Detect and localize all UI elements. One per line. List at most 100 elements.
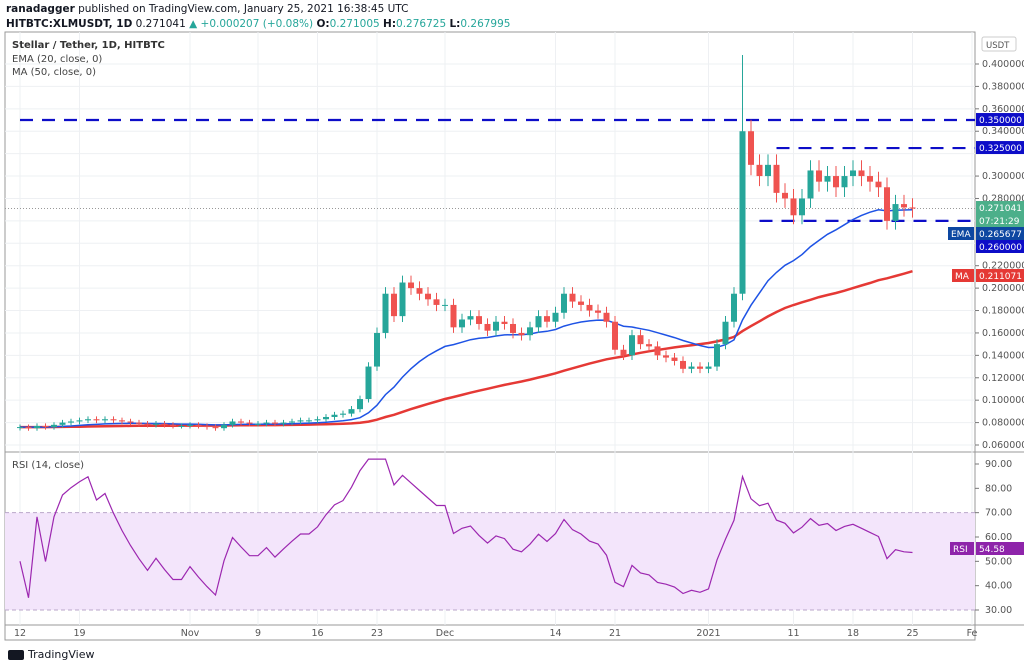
- candle-body: [850, 170, 856, 177]
- candle-body: [765, 164, 771, 177]
- price-tick-label: 0.060000: [982, 440, 1024, 451]
- price-tick-label: 0.340000: [982, 126, 1024, 137]
- candle-body: [59, 422, 66, 425]
- candle-body: [246, 422, 253, 424]
- rsi-tag: RSI: [953, 545, 968, 555]
- candle-body: [195, 424, 202, 426]
- price-tick-label: 0.380000: [982, 81, 1024, 92]
- candle-body: [382, 293, 389, 333]
- candle-body: [42, 425, 49, 428]
- price-tick-label: 0.120000: [982, 373, 1024, 384]
- candle-body: [739, 131, 746, 294]
- candle-body: [714, 344, 720, 367]
- candle-body: [433, 299, 440, 305]
- level-label-026-bg: [976, 240, 1024, 253]
- price-tick-label: 0.360000: [982, 104, 1024, 115]
- candle-body: [705, 366, 712, 369]
- price-tick-label: 0.160000: [982, 328, 1024, 339]
- candle-body: [569, 293, 576, 302]
- last-price-label-bg: [976, 201, 1024, 214]
- candle-body: [484, 323, 491, 331]
- x-tick-label: 19: [73, 628, 85, 639]
- candle-body: [688, 366, 695, 369]
- candle-body: [909, 207, 916, 209]
- x-tick-label: 12: [14, 628, 26, 639]
- level-label-035: 0.350000: [979, 116, 1022, 126]
- tradingview-icon: [8, 649, 24, 660]
- candle-body: [654, 346, 661, 356]
- candle-body: [136, 422, 142, 424]
- candle-body: [841, 176, 848, 188]
- candle-body: [731, 293, 737, 322]
- tradingview-logo[interactable]: TradingView: [8, 648, 94, 661]
- candle-body: [127, 421, 134, 423]
- price-tick-label: 0.400000: [982, 59, 1024, 70]
- candle-body: [527, 327, 533, 336]
- x-tick-label: 16: [311, 628, 323, 639]
- candle-body: [391, 293, 397, 317]
- candle-body: [595, 310, 601, 313]
- candle-body: [518, 332, 525, 336]
- countdown-label: 07:21:29: [979, 217, 1020, 227]
- rsi-tick-label: 40.00: [985, 581, 1012, 592]
- rsi-value-label: 54.58: [979, 545, 1005, 555]
- candle-body: [807, 170, 814, 199]
- candle-body: [178, 425, 185, 427]
- ma-value-label-bg: [976, 269, 1024, 282]
- last-price-label: 0.271041: [979, 204, 1022, 214]
- rsi-legend: RSI (14, close): [12, 460, 85, 471]
- x-tick-label: 14: [549, 628, 561, 639]
- candle-body: [212, 427, 219, 429]
- ma-legend: MA (50, close, 0): [12, 67, 97, 78]
- candle-body: [76, 420, 83, 422]
- rsi-tick-label: 70.00: [985, 508, 1012, 519]
- author[interactable]: ranadagger: [6, 3, 75, 15]
- candle-body: [170, 424, 176, 426]
- ema-value-label: 0.265677: [979, 230, 1022, 240]
- level-label-0325: 0.325000: [979, 144, 1022, 154]
- candle-body: [875, 181, 882, 188]
- candle-body: [229, 421, 236, 425]
- publish-info: ranadagger published on TradingView.com,…: [6, 3, 408, 15]
- candle-body: [620, 349, 627, 356]
- candle-body: [671, 357, 678, 361]
- price-tick-label: 0.080000: [982, 418, 1024, 429]
- x-tick-label: Nov: [181, 628, 200, 639]
- candle-body: [238, 421, 244, 423]
- candle-body: [756, 164, 763, 177]
- candle-body: [144, 423, 151, 425]
- candle-body: [306, 420, 312, 422]
- brand-name: TradingView: [28, 648, 95, 661]
- publish-date: published on TradingView.com, January 25…: [78, 3, 409, 15]
- symbol-info: HITBTC:XLMUSDT, 1D 0.271041 ▲ +0.000207 …: [6, 18, 510, 30]
- candle-body: [102, 419, 108, 421]
- x-tick-label: Fe: [967, 628, 978, 639]
- candle-body: [552, 312, 559, 322]
- candle-body: [467, 316, 474, 320]
- ma-value-label: 0.211071: [979, 272, 1022, 282]
- price-tick-label: 0.200000: [982, 283, 1024, 294]
- x-tick-label: 2021: [696, 628, 720, 639]
- candle-body: [425, 293, 431, 300]
- last-price: 0.271041: [135, 18, 186, 30]
- candle-body: [646, 344, 652, 347]
- candle-body: [824, 176, 831, 182]
- currency-label: USDT: [986, 41, 1010, 51]
- candle-body: [442, 304, 448, 306]
- candle-body: [629, 335, 635, 356]
- candle-body: [493, 321, 499, 331]
- candle-body: [901, 204, 907, 208]
- chart-frame: [4, 31, 976, 641]
- candle-body: [476, 316, 482, 324]
- x-tick-label: 9: [255, 628, 261, 639]
- candle-body: [153, 423, 159, 425]
- candle-body: [323, 416, 329, 420]
- rsi-tick-label: 60.00: [985, 532, 1012, 543]
- high-label: H:: [383, 18, 397, 30]
- low-label: L:: [449, 18, 461, 30]
- candle-body: [340, 413, 346, 415]
- candle-body: [289, 421, 295, 423]
- candle-body: [416, 288, 423, 294]
- price-tick-label: 0.300000: [982, 171, 1024, 182]
